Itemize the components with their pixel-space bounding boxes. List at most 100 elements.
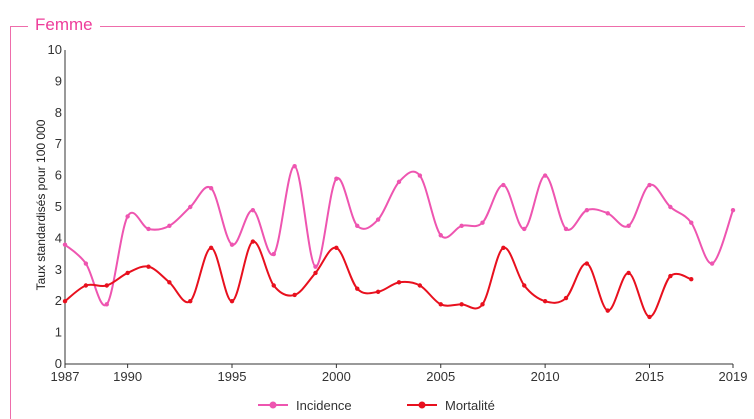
data-point: [355, 286, 360, 291]
data-point: [188, 204, 193, 210]
y-tick-label: 1: [55, 325, 62, 340]
x-tick-label: 1990: [113, 369, 142, 384]
x-tick-label: 2005: [426, 369, 455, 384]
frame-top-line: [10, 26, 745, 27]
x-tick-label: 2019: [719, 369, 748, 384]
y-tick-label: 5: [55, 199, 62, 214]
x-tick-label: 2015: [635, 369, 664, 384]
x-tick-label: 2000: [322, 369, 351, 384]
data-point: [542, 173, 548, 178]
data-point: [605, 308, 610, 313]
data-point: [229, 242, 235, 247]
data-point: [62, 242, 68, 247]
series-layer: [62, 163, 736, 320]
y-tick-label: 3: [55, 262, 62, 277]
y-tick-label: 4: [55, 230, 62, 245]
data-point: [709, 261, 715, 266]
data-point: [271, 251, 276, 257]
y-tick-label: 7: [55, 136, 62, 151]
data-point: [250, 239, 256, 244]
data-point: [689, 220, 694, 225]
data-point: [626, 223, 631, 229]
data-point: [563, 295, 569, 301]
data-point: [542, 299, 548, 304]
legend-label: Mortalité: [445, 398, 495, 413]
data-point: [689, 277, 694, 282]
series-line: [64, 240, 692, 318]
data-point: [271, 283, 276, 288]
data-point: [250, 207, 256, 213]
data-point: [668, 273, 673, 279]
data-point: [146, 264, 151, 269]
data-point: [501, 245, 506, 251]
data-point: [125, 270, 130, 276]
section-title: Femme: [28, 15, 100, 35]
y-tick-label: 0: [55, 356, 62, 371]
data-point: [522, 283, 527, 288]
data-point: [417, 283, 423, 288]
y-tick-label: 9: [55, 73, 62, 88]
x-tick-labels: 1987 1990 1995 2000 2005 2010 2015 2019: [51, 364, 748, 384]
y-axis-label: Taux standardisés pour 100 000: [34, 119, 48, 290]
frame-left-line: [10, 26, 11, 419]
data-point: [167, 280, 172, 285]
data-point: [292, 292, 297, 298]
data-point: [334, 245, 339, 251]
chart-axes: [64, 50, 733, 365]
series-line: [64, 165, 734, 307]
data-point: [584, 207, 590, 213]
data-point: [396, 179, 402, 185]
legend-swatch-marker: [269, 401, 277, 409]
data-point: [480, 302, 485, 307]
data-point: [480, 220, 485, 225]
data-point: [334, 176, 339, 181]
data-point: [584, 261, 590, 266]
data-point: [83, 283, 89, 288]
data-point: [104, 283, 109, 288]
y-tick-labels: 0 1 2 3 4 5 6 7 8 9 10: [48, 42, 62, 371]
data-point: [83, 261, 89, 266]
data-point: [605, 211, 610, 216]
data-point: [459, 302, 464, 307]
data-point: [396, 280, 402, 285]
legend-swatch-marker: [418, 401, 426, 409]
y-tick-label: 6: [55, 168, 62, 183]
data-point: [438, 302, 443, 307]
x-tick-label: 2010: [531, 369, 560, 384]
data-point: [375, 289, 381, 294]
y-tick-label: 10: [48, 42, 62, 57]
data-point: [730, 207, 736, 213]
data-point: [208, 245, 214, 251]
data-point: [62, 299, 68, 304]
data-point: [563, 226, 569, 232]
data-point: [125, 214, 130, 219]
data-point: [668, 204, 673, 210]
series-incidence: [62, 163, 736, 307]
y-tick-label: 2: [55, 293, 62, 308]
data-point: [501, 182, 506, 188]
data-point: [292, 163, 297, 169]
data-point: [313, 264, 318, 269]
data-point: [188, 299, 193, 304]
data-point: [647, 182, 652, 188]
data-point: [313, 270, 318, 276]
data-point: [522, 226, 527, 232]
data-point: [104, 302, 109, 307]
legend: Incidence Mortalité: [258, 398, 495, 413]
data-point: [167, 223, 172, 229]
y-tick-label: 8: [55, 105, 62, 120]
data-point: [417, 173, 423, 178]
data-point: [146, 226, 151, 232]
data-point: [647, 314, 652, 320]
data-point: [438, 233, 443, 238]
data-point: [459, 223, 464, 229]
x-tick-label: 1987: [51, 369, 80, 384]
data-point: [355, 223, 360, 229]
data-point: [229, 299, 235, 304]
x-tick-label: 1995: [218, 369, 247, 384]
legend-label: Incidence: [296, 398, 352, 413]
data-point: [626, 270, 631, 276]
data-point: [208, 185, 214, 191]
data-point: [375, 217, 381, 222]
